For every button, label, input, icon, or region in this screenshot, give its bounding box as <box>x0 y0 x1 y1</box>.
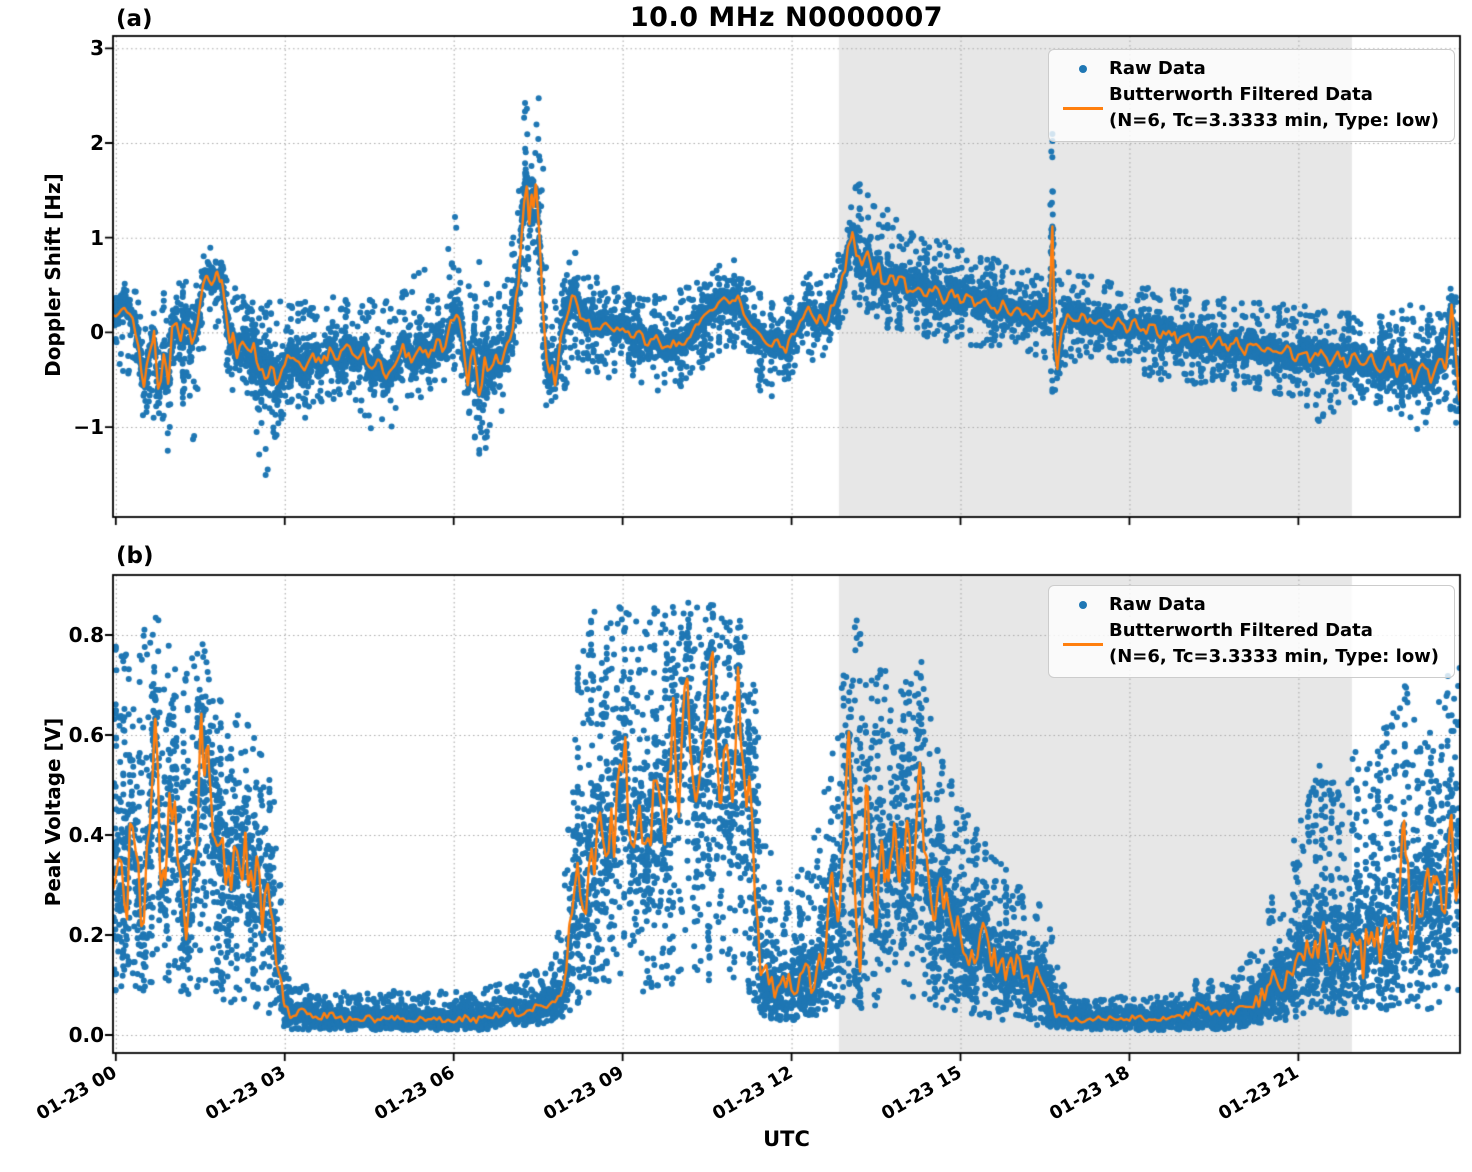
y-tick-label: 3 <box>90 36 104 61</box>
legend-panel-a: Raw Data Butterworth Filtered Data (N=6,… <box>1048 49 1455 142</box>
y-tick-label: 0.2 <box>68 923 104 947</box>
figure-title: 10.0 MHz N0000007 <box>629 2 944 33</box>
y-tick-label: 0.6 <box>68 723 104 747</box>
y-tick-label: 2 <box>90 130 104 155</box>
y-tick-label: 0.8 <box>68 623 104 647</box>
y-tick-label: −1 <box>73 415 104 440</box>
filtered-line-icon <box>1057 642 1109 646</box>
panel-b-ylabel: Peak Voltage [V] <box>41 717 65 907</box>
y-tick-label: 0.0 <box>68 1023 104 1047</box>
legend-label: Butterworth Filtered Data (N=6, Tc=3.333… <box>1109 620 1440 667</box>
legend-label: Butterworth Filtered Data (N=6, Tc=3.333… <box>1109 84 1440 131</box>
legend-item-filtered: Butterworth Filtered Data (N=6, Tc=3.333… <box>1057 618 1446 670</box>
legend-label: Raw Data <box>1109 58 1206 79</box>
panel-a-tag: (a) <box>116 6 153 32</box>
legend-label: Raw Data <box>1109 594 1206 615</box>
x-axis-label: UTC <box>763 1127 810 1151</box>
y-tick-label: 1 <box>90 225 104 250</box>
panel-a-ylabel: Doppler Shift [Hz] <box>41 173 65 377</box>
raw-data-dot-icon <box>1057 601 1109 609</box>
legend-item-raw: Raw Data <box>1057 592 1446 618</box>
legend-item-filtered: Butterworth Filtered Data (N=6, Tc=3.333… <box>1057 82 1446 134</box>
legend-panel-b: Raw Data Butterworth Filtered Data (N=6,… <box>1048 585 1455 678</box>
y-tick-label: 0 <box>90 320 104 345</box>
panel-b-tag: (b) <box>116 543 154 569</box>
y-tick-label: 0.4 <box>68 823 104 847</box>
raw-data-dot-icon <box>1057 65 1109 73</box>
filtered-line-icon <box>1057 106 1109 110</box>
legend-item-raw: Raw Data <box>1057 56 1446 82</box>
